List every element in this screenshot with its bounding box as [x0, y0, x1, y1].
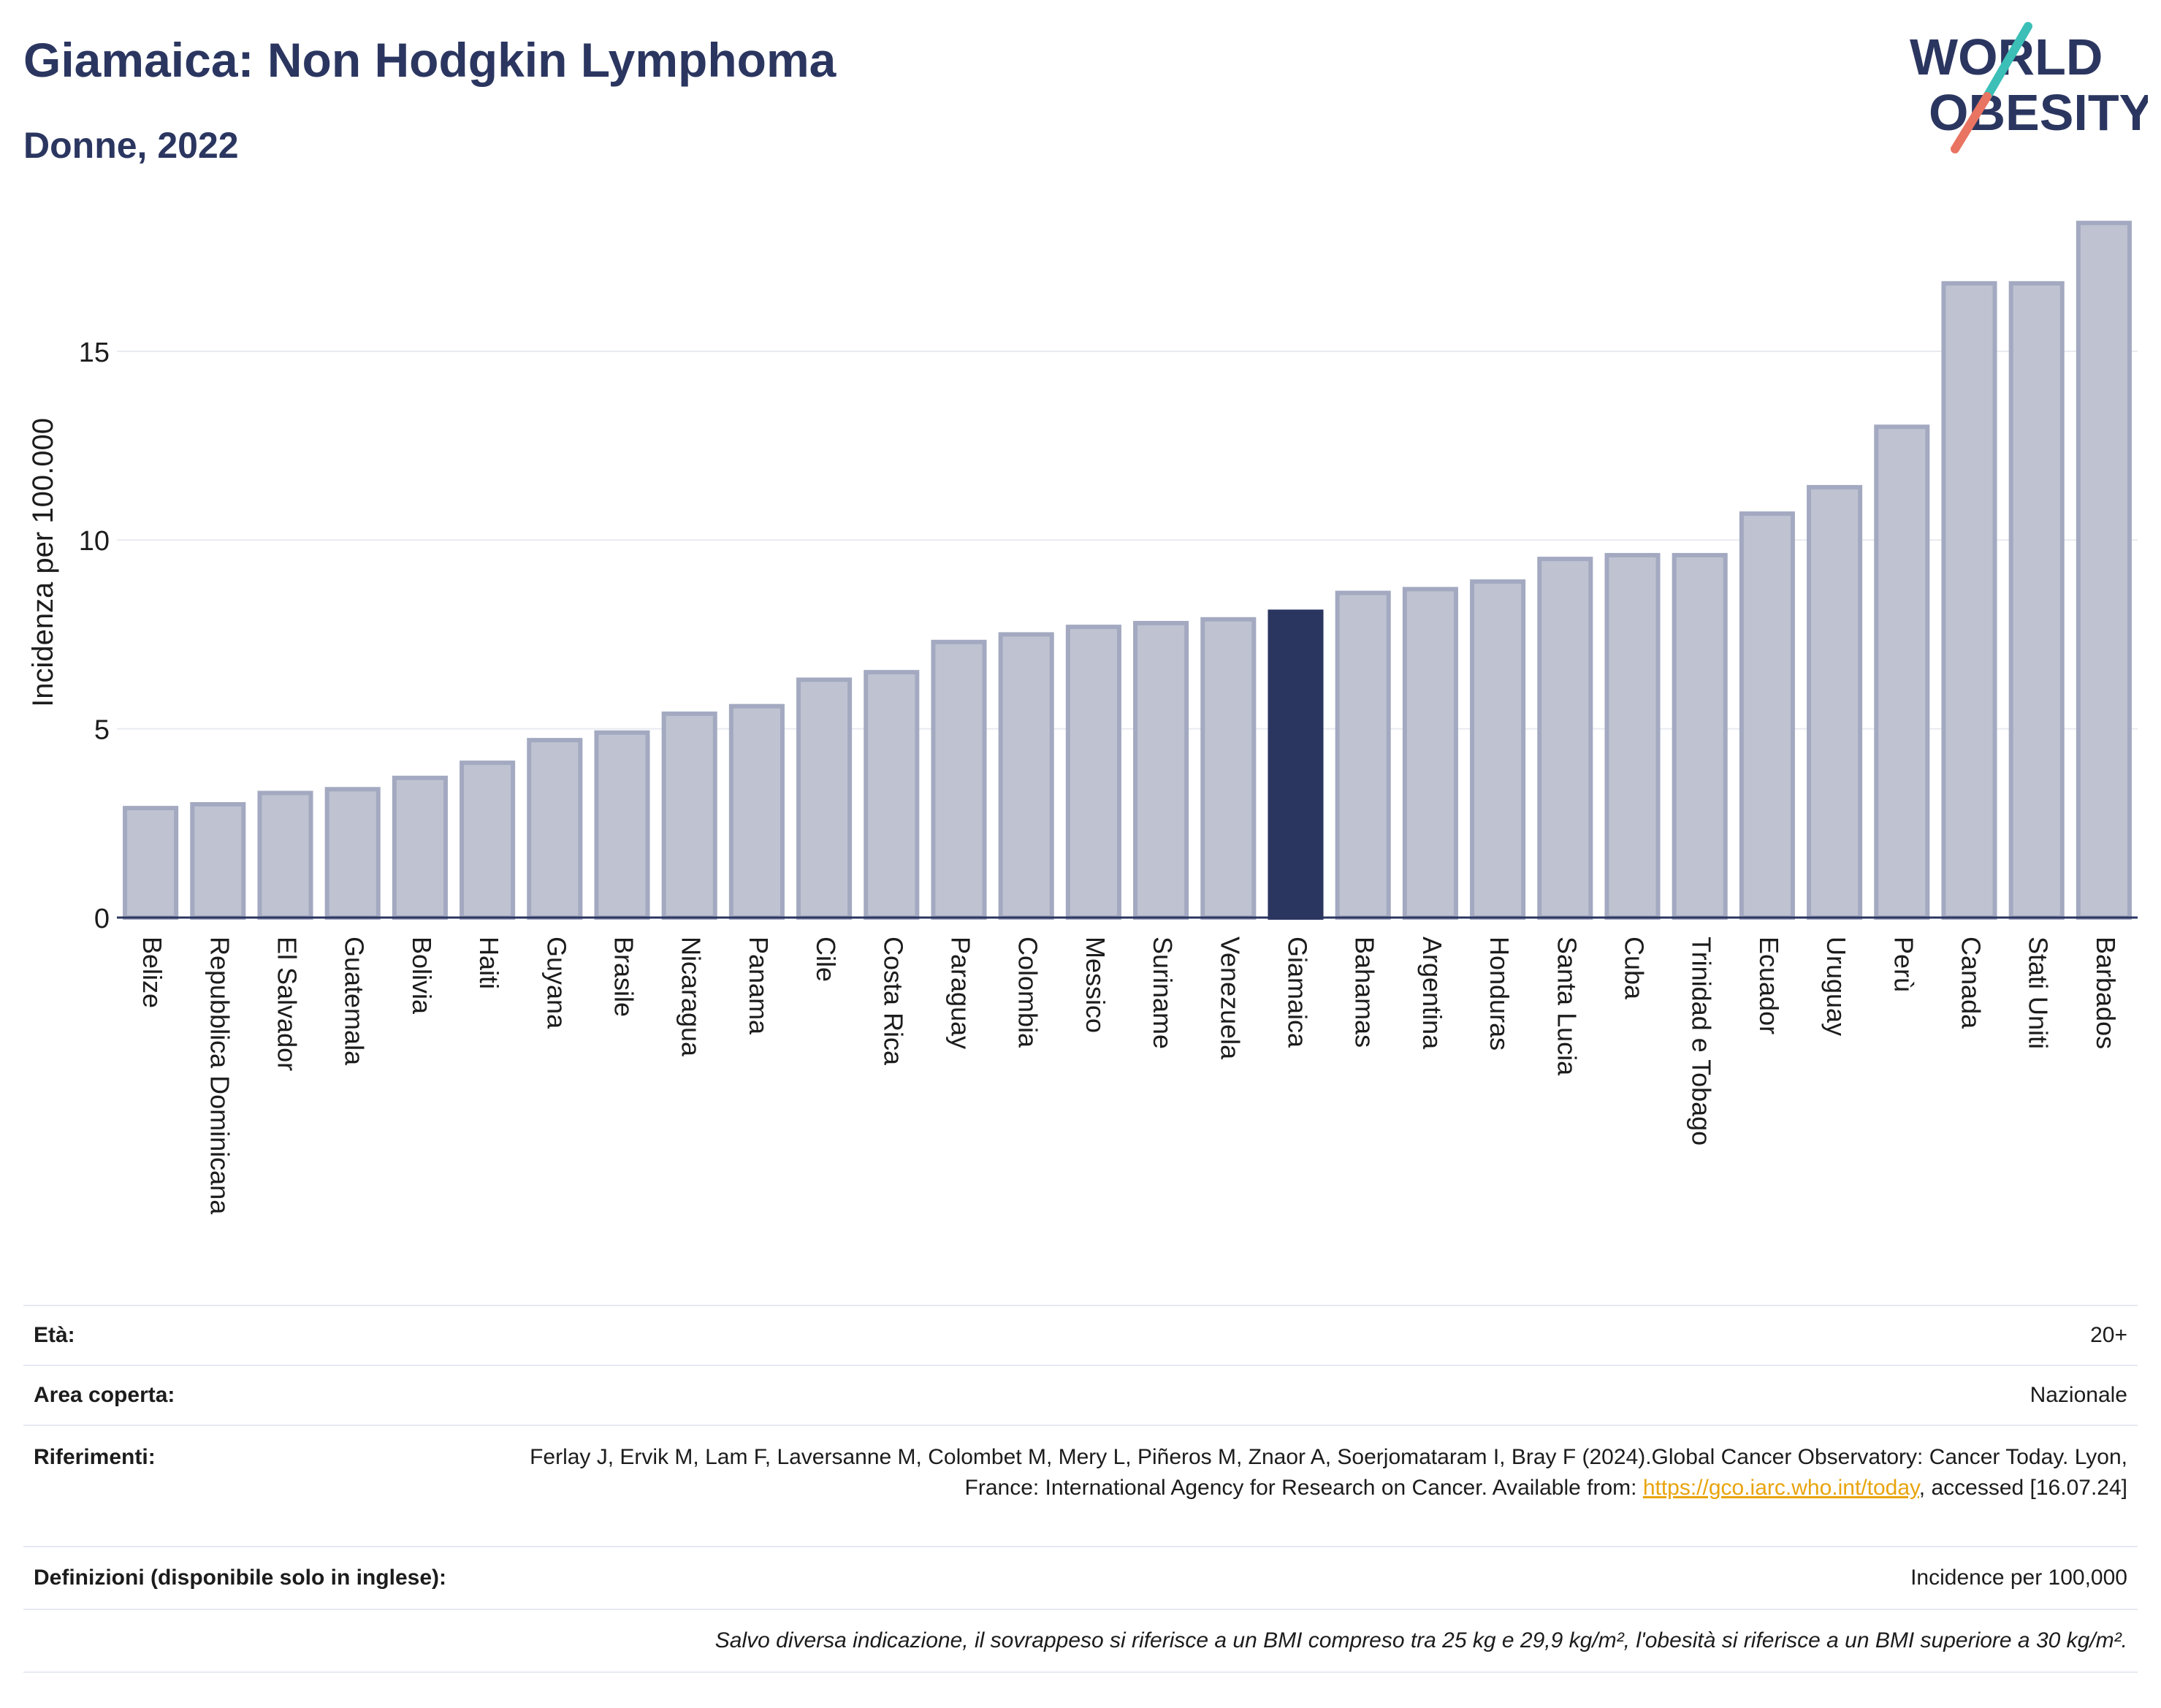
meta-row-note: Salvo diversa indicazione, il sovrappeso…	[23, 1609, 2138, 1673]
x-tick-label: Colombia	[1013, 937, 1043, 1048]
bar-colombia	[998, 632, 1054, 920]
bar-guyana	[527, 738, 583, 920]
x-tick-label: Costa Rica	[878, 937, 908, 1066]
x-tick-label: Messico	[1080, 937, 1110, 1033]
bar-repubblica-dominicana	[190, 801, 246, 920]
x-tick-label: Guatemala	[340, 937, 370, 1066]
bar-trinidad-e-tobago	[1672, 552, 1728, 920]
x-tick-label: Bolivia	[407, 937, 437, 1015]
bar-el-salvador	[257, 790, 313, 920]
y-tick-labels: 0 5 10 15	[79, 338, 110, 934]
bar-canada	[1941, 281, 1997, 920]
metadata-table: Età: 20+ Area coperta: Nazionale Riferim…	[23, 1305, 2138, 1673]
meta-row-definitions: Definizioni (disponibile solo in inglese…	[23, 1546, 2138, 1609]
x-tick-label: Guyana	[541, 937, 571, 1029]
x-tick-label: Paraguay	[946, 937, 976, 1049]
x-tick-label: Canada	[1956, 937, 1986, 1029]
x-tick-label: Argentina	[1417, 937, 1447, 1050]
age-value: 20+	[2090, 1323, 2127, 1347]
bar-bahamas	[1335, 590, 1391, 920]
logo-slash-teal	[1983, 22, 2032, 101]
age-label: Età:	[34, 1323, 75, 1347]
x-tick-label: Brasile	[609, 937, 639, 1017]
x-tick-label: Cuba	[1620, 937, 1650, 1000]
x-tick-label: Giamaica	[1283, 937, 1313, 1048]
meta-row-area: Area coperta: Nazionale	[23, 1365, 2138, 1425]
grid-lines	[117, 350, 2138, 730]
x-tick-label: Belize	[137, 937, 167, 1008]
meta-row-references: Riferimenti: Ferlay J, Ervik M, Lam F, L…	[23, 1425, 2138, 1546]
bar-haiti	[460, 760, 516, 920]
references-accessed: , accessed [16.07.24]	[1918, 1476, 2127, 1500]
x-tick-label: Haiti	[474, 937, 504, 989]
logo-slash-coral	[1951, 92, 1992, 153]
bar-honduras	[1470, 579, 1526, 920]
x-tick-label: El Salvador	[272, 937, 302, 1071]
area-label: Area coperta:	[34, 1383, 175, 1407]
definitions-value: Incidence per 100,000	[1910, 1566, 2127, 1590]
x-tick-label: Ecuador	[1754, 937, 1784, 1034]
bar-argentina	[1402, 587, 1458, 920]
bar-nicaragua	[661, 711, 717, 920]
references-text: Ferlay J, Ervik M, Lam F, Laversanne M, …	[530, 1445, 2127, 1500]
bar-uruguay	[1807, 484, 1863, 920]
bar-giamaica	[1268, 609, 1324, 920]
bar-stati-uniti	[2008, 281, 2065, 920]
x-tick-label: Honduras	[1485, 937, 1514, 1051]
x-tick-label: Santa Lucia	[1552, 937, 1582, 1076]
bar-barbados	[2076, 221, 2132, 920]
x-tick-label: Nicaragua	[676, 937, 706, 1057]
bar-guatemala	[324, 787, 381, 920]
bar-bolivia	[392, 775, 448, 920]
x-tick-label: Cile	[811, 937, 841, 982]
definitions-label: Definizioni (disponibile solo in inglese…	[34, 1566, 447, 1590]
bar-chart: 0 5 10 15 Belize Repubblica Dominicana El Sal…	[27, 221, 2138, 1215]
page-subtitle: Donne, 2022	[23, 125, 239, 166]
bmi-note: Salvo diversa indicazione, il sovrappeso…	[714, 1628, 2127, 1652]
x-tick-label: Trinidad e Tobago	[1687, 937, 1717, 1145]
page-title: Giamaica: Non Hodgkin Lymphoma	[23, 33, 836, 87]
bar-brasile	[594, 730, 650, 920]
y-tick-label: 5	[94, 715, 110, 746]
bar-costa-rica	[864, 670, 920, 920]
bar-belize	[123, 806, 179, 920]
area-value: Nazionale	[2029, 1383, 2127, 1407]
x-tick-label: Uruguay	[1821, 937, 1851, 1036]
x-tick-label: Suriname	[1148, 937, 1178, 1049]
bar-cuba	[1604, 552, 1661, 920]
x-tick-label: Venezuela	[1215, 937, 1245, 1060]
y-tick-label: 15	[79, 338, 110, 368]
y-axis-label: Incidenza per 100.000	[27, 418, 59, 707]
references-value: Ferlay J, Ervik M, Lam F, Laversanne M, …	[520, 1442, 2127, 1503]
x-tick-label: Perù	[1889, 937, 1918, 992]
bar-cile	[796, 677, 853, 920]
meta-row-age: Età: 20+	[23, 1305, 2138, 1365]
x-tick-labels: Belize Repubblica Dominicana El Salvador Gu…	[137, 937, 2121, 1215]
bars	[123, 221, 2132, 920]
world-obesity-logo: WORLD OBESITY	[1910, 22, 2148, 153]
references-label: Riferimenti:	[34, 1445, 156, 1469]
bar-per-	[1874, 424, 1930, 920]
x-tick-label: Repubblica Dominicana	[205, 937, 235, 1215]
x-tick-label: Bahamas	[1350, 937, 1380, 1048]
bar-suriname	[1133, 620, 1189, 920]
x-tick-label: Panama	[744, 937, 774, 1035]
bar-paraguay	[931, 639, 987, 920]
x-tick-label: Barbados	[2091, 937, 2121, 1049]
y-tick-label: 10	[79, 526, 110, 557]
bar-messico	[1065, 625, 1121, 920]
bar-ecuador	[1739, 511, 1795, 920]
x-tick-label: Stati Uniti	[2024, 937, 2054, 1049]
references-link[interactable]: https://gco.iarc.who.int/today	[1642, 1476, 1919, 1500]
bar-panama	[728, 704, 785, 920]
bar-santa-lucia	[1537, 557, 1593, 920]
y-tick-label: 0	[94, 904, 110, 934]
bar-venezuela	[1200, 617, 1257, 920]
